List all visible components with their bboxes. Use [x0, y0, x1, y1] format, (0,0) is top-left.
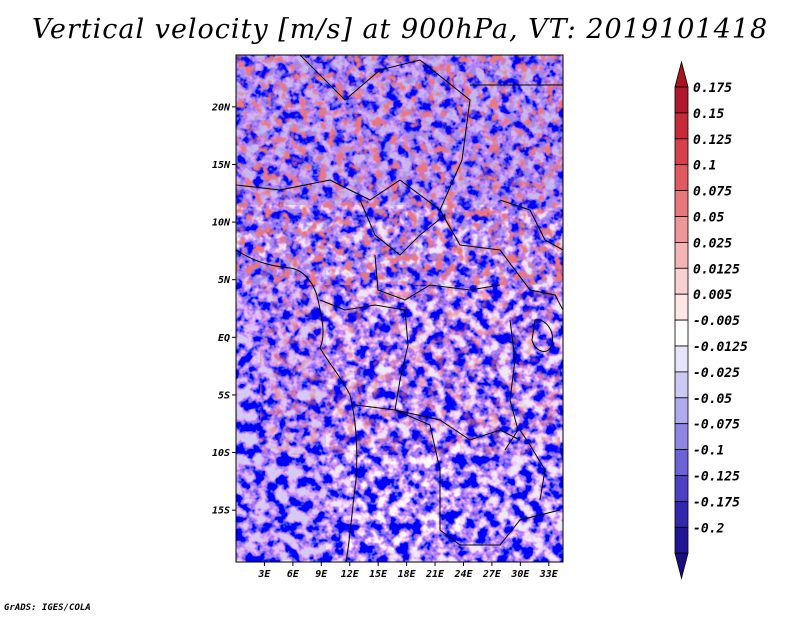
border-chad — [359, 199, 446, 256]
lon-tick-label: 3E — [257, 569, 271, 580]
colorbar-segment — [674, 267, 689, 295]
colorbar-label: -0.05 — [693, 392, 732, 407]
lat-tick-label: 5N — [218, 275, 231, 286]
lat-tick-label: 10N — [212, 218, 231, 229]
border-car — [374, 254, 501, 301]
border-sudan — [499, 199, 563, 251]
lon-tick-label: 15E — [369, 569, 388, 580]
lon-tick-label: 21E — [425, 569, 445, 580]
lon-tick-label: 24E — [453, 569, 473, 580]
lon-tick-label: 27E — [482, 569, 502, 580]
updraft-texture — [236, 55, 563, 285]
coastline — [236, 249, 358, 562]
central-updraft-texture — [260, 255, 560, 455]
lake-malawi — [519, 429, 546, 501]
colorbar-segment — [674, 164, 689, 191]
colorbar-segment — [674, 345, 689, 373]
colorbar-label: -0.125 — [693, 470, 740, 485]
colorbar-segment — [674, 190, 689, 217]
colorbar-label: -0.175 — [693, 495, 740, 510]
colorbar-label: -0.0125 — [693, 340, 748, 355]
grads-credit: GrADS: IGES/COLA — [4, 603, 91, 613]
lon-tick-label: 30E — [510, 569, 530, 580]
border-north — [299, 55, 563, 311]
border-angola — [355, 404, 521, 441]
lat-tick-label: EQ — [218, 333, 230, 344]
lat-tick-label: 5S — [218, 390, 230, 401]
colorbar-segment — [674, 86, 689, 114]
colorbar-segment — [674, 500, 689, 528]
colorbar-label: 0.1 — [693, 159, 716, 174]
lake-victoria — [531, 319, 554, 352]
colorbar-segment — [674, 138, 689, 166]
colorbar-top-arrow — [674, 60, 689, 88]
map-panel — [236, 55, 563, 562]
colorbar-segment — [674, 319, 689, 347]
colorbar-segment — [674, 475, 689, 502]
lon-tick-label: 9E — [315, 569, 328, 580]
colorbar-segment — [674, 449, 689, 476]
colorbar-label: -0.1 — [693, 444, 724, 459]
colorbar-segment — [674, 293, 689, 321]
colorbar-segment — [674, 241, 689, 269]
colorbar-bottom-arrow — [674, 552, 689, 580]
colorbar-label: -0.075 — [693, 418, 740, 433]
border-congo — [319, 299, 441, 471]
colorbar-segment — [674, 397, 689, 425]
colorbar-label: 0.0125 — [693, 262, 740, 277]
colorbar-segment — [674, 112, 689, 140]
lon-tick-label: 18E — [398, 569, 417, 580]
colorbar-label: -0.005 — [693, 314, 740, 329]
border-south — [439, 470, 561, 546]
boundaries — [236, 55, 563, 562]
colorbar-label: 0.15 — [693, 107, 724, 122]
chart-title: Vertical velocity [m/s] at 900hPa, VT: 2… — [31, 14, 769, 45]
lon-tick-label: 6E — [287, 569, 300, 580]
colorbar-segment — [674, 423, 689, 451]
colorbar-segment — [674, 216, 689, 243]
colorbar: 0.175 0.15 0.125 0.1 0.075 0.05 0.025 0.0125 0.0… — [674, 60, 748, 580]
colorbar-label: -0.2 — [693, 521, 724, 536]
lat-tick-label: 20N — [211, 102, 231, 113]
colorbar-label: 0.175 — [693, 81, 732, 96]
lat-tick-label: 10S — [212, 448, 230, 459]
lon-tick-label: 12E — [341, 569, 360, 580]
colorbar-label: 0.05 — [693, 211, 724, 226]
colorbar-label: -0.025 — [693, 366, 740, 381]
colorbar-segment — [674, 371, 689, 399]
colorbar-label: 0.025 — [693, 236, 732, 251]
colorbar-label: 0.005 — [693, 288, 732, 303]
latitude-axis: 20N 15N 10N 5N EQ 5S 10S 15S — [211, 102, 236, 517]
colorbar-label: 0.125 — [693, 133, 732, 148]
lat-tick-label: 15N — [212, 160, 231, 171]
colorbar-label: 0.075 — [693, 185, 732, 200]
border-sahel — [236, 179, 441, 211]
map-frame — [235, 54, 564, 563]
lake-tanganyika — [504, 319, 519, 451]
longitude-axis: 3E 6E 9E 12E 15E 18E 21E 24E 27E 30E 33E — [257, 562, 559, 580]
lon-tick-label: 33E — [539, 569, 559, 580]
colorbar-segment — [674, 526, 689, 554]
lat-tick-label: 15S — [212, 506, 230, 517]
